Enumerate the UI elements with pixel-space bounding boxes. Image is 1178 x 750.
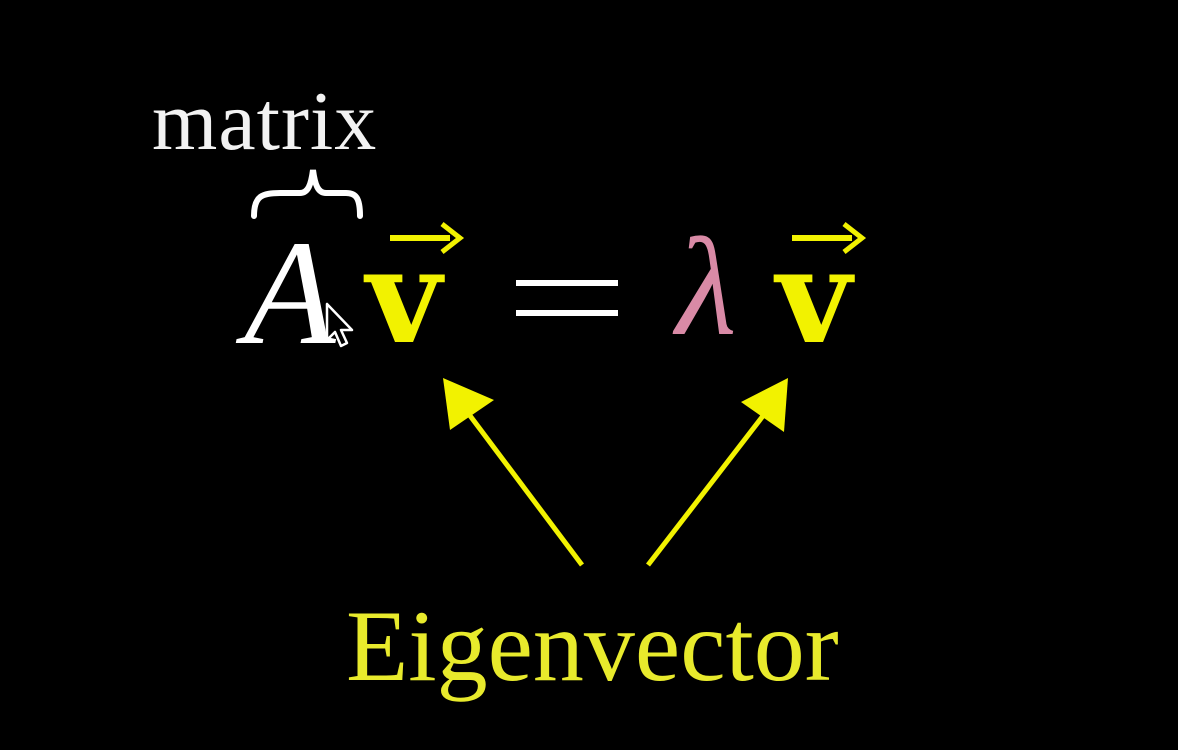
eigenvector-label: Eigenvector	[346, 590, 839, 703]
vector-arrow-left	[390, 222, 465, 254]
overbrace	[251, 169, 363, 219]
pointer-arrow-right	[646, 378, 788, 567]
vector-arrow-right	[792, 222, 867, 254]
matrix-symbol: A	[244, 210, 336, 376]
pointer-arrow-left	[443, 378, 584, 567]
matrix-label: matrix	[152, 75, 378, 168]
equals-sign	[516, 280, 618, 316]
vector-symbol-right: v	[776, 220, 852, 373]
eigenvalue-symbol: λ	[676, 210, 737, 365]
vector-symbol-left: v	[366, 220, 442, 373]
